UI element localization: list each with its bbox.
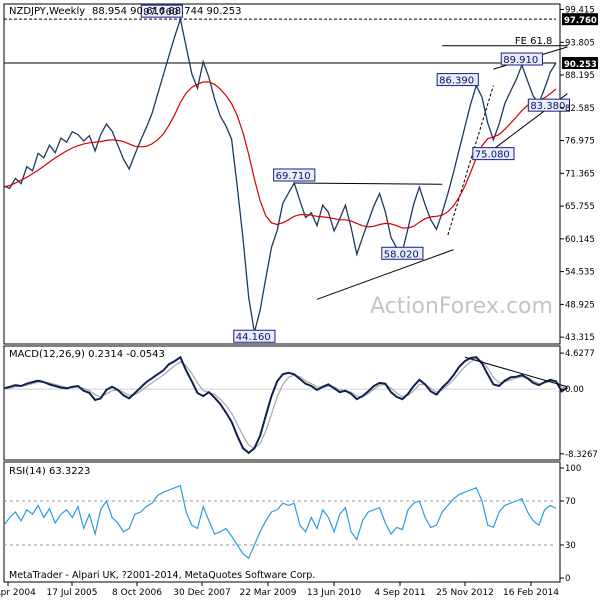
price-annotations: 97.760 44.160 69.710 58.020 75.080 86.390 89.9…: [140, 4, 571, 343]
ohlc-label: 88.954 90.616 88.744 90.253: [92, 6, 242, 17]
price-y-ticks: 97.760 90.253 99.415 93.805 88.195 82.585 76.9…: [560, 5, 598, 343]
price-panel: 97.760 44.160 69.710 58.020 75.080 86.390 89.9…: [3, 3, 598, 345]
annotation-box: [381, 246, 424, 260]
level-badge-label: 97.760: [564, 16, 597, 26]
rsi-y-tick-label: 70: [565, 497, 576, 507]
level-badge-label: 90.253: [564, 60, 597, 70]
x-tick-label: 30 Dec 2007: [173, 588, 231, 598]
macd-y-ticks: 4.6277 0.00 -8.3267: [560, 349, 598, 460]
moving-average-line: [3, 81, 557, 229]
annotation-label: 58.020: [384, 249, 419, 260]
rsi-y-tick-label: 100: [565, 464, 581, 474]
price-y-tick-label: 76.975: [565, 137, 595, 147]
annotation-label: 44.160: [236, 332, 271, 343]
rsi-panel: 100 70 30 0 RSI(14) 63.3223 MetaTrader - Al…: [3, 461, 581, 584]
price-y-tick-label: 48.925: [565, 300, 595, 310]
price-y-tick-label: 65.755: [565, 202, 595, 212]
annotation: 89.910: [500, 52, 543, 66]
watermark: ActionForex.com: [370, 294, 553, 319]
price-y-tick-label: 43.315: [565, 333, 595, 343]
annotation-label: FE 61.8: [515, 36, 553, 47]
annotation-box: [472, 147, 515, 161]
x-tick-label: 4 Sep 2011: [374, 588, 425, 598]
annotation: 44.160: [233, 329, 276, 343]
x-tick-label: 25 Apr 2004: [0, 588, 36, 598]
annotation-box: [527, 98, 571, 112]
macd-signal-line: [3, 358, 568, 449]
rsi-y-ticks: 100 70 30 0: [560, 464, 581, 584]
price-y-tick-label: 93.805: [565, 38, 595, 48]
annotation: 86.390: [436, 73, 479, 87]
annotation-box: [273, 168, 316, 182]
macd-trendlines: [464, 356, 568, 388]
rsi-panel-frame: [3, 461, 561, 583]
x-tick-label: 17 Jul 2005: [47, 588, 98, 598]
annotation-label: 75.080: [475, 150, 510, 161]
rsi-y-tick-label: 0: [565, 574, 570, 584]
annotation: 69.710: [273, 168, 316, 182]
annotation-box: [140, 4, 183, 18]
annotation-box: [436, 73, 479, 87]
level-badge: [562, 57, 598, 70]
x-tick-label: 16 Feb 2014: [503, 588, 559, 598]
annotation: 97.760: [140, 4, 183, 18]
x-tick-label: 22 Mar 2009: [239, 588, 296, 598]
macd-y-tick-label: -8.3267: [565, 450, 598, 460]
x-axis-ticks: 25 Apr 2004 17 Jul 2005 8 Oct 2006 30 Dec 2…: [0, 582, 559, 598]
trendline: [447, 85, 494, 236]
annotation-label: 97.760: [143, 7, 178, 18]
x-tick-label: 8 Oct 2006: [112, 588, 162, 598]
price-series-line: [3, 16, 557, 333]
price-y-tick-label: 82.585: [565, 104, 595, 114]
annotation-label: 86.390: [439, 76, 474, 87]
price-y-tick-label: 99.415: [565, 5, 595, 15]
rsi-label: RSI(14) 63.3223: [9, 466, 90, 477]
annotation: 83.380: [527, 98, 571, 112]
price-y-tick-label: 71.365: [565, 169, 595, 179]
price-y-tick-label: 54.535: [565, 268, 595, 278]
price-y-tick-label: 88.195: [565, 71, 595, 81]
annotation-label: 89.910: [503, 55, 538, 66]
x-tick-label: 13 Jun 2010: [307, 588, 361, 598]
macd-trendline: [464, 356, 568, 388]
annotation-label: 69.710: [276, 171, 311, 182]
annotation-box: [500, 52, 543, 66]
copyright-label: MetaTrader - Alpari UK, ?2001-2014, Meta…: [9, 570, 315, 581]
macd-panel: 4.6277 0.00 -8.3267 MACD(12,26,9) 0.2314 -…: [3, 345, 598, 461]
rsi-y-tick-label: 30: [565, 541, 576, 551]
macd-y-tick-label: 0.00: [565, 385, 584, 395]
rsi-level-lines: [4, 500, 556, 546]
price-y-tick-label: 60.145: [565, 235, 595, 245]
annotation-label: 83.380: [530, 101, 565, 112]
rsi-line: [3, 484, 557, 560]
trendline: [294, 182, 443, 185]
macd-label: MACD(12,26,9) 0.2314 -0.0543: [9, 349, 165, 360]
price-level-lines: [4, 18, 556, 64]
x-tick-label: 25 Nov 2012: [436, 588, 494, 598]
trendline: [316, 249, 454, 300]
macd-y-tick-label: 4.6277: [565, 349, 595, 359]
annotation: 58.020: [381, 246, 424, 260]
symbol-label: NZDJPY,Weekly: [9, 6, 85, 17]
macd-panel-frame: [3, 345, 561, 461]
level-badge: [562, 13, 598, 26]
annotation: FE 61.8: [515, 36, 553, 47]
annotation: 75.080: [472, 147, 515, 161]
macd-line: [3, 355, 568, 455]
annotation-box: [233, 329, 276, 343]
